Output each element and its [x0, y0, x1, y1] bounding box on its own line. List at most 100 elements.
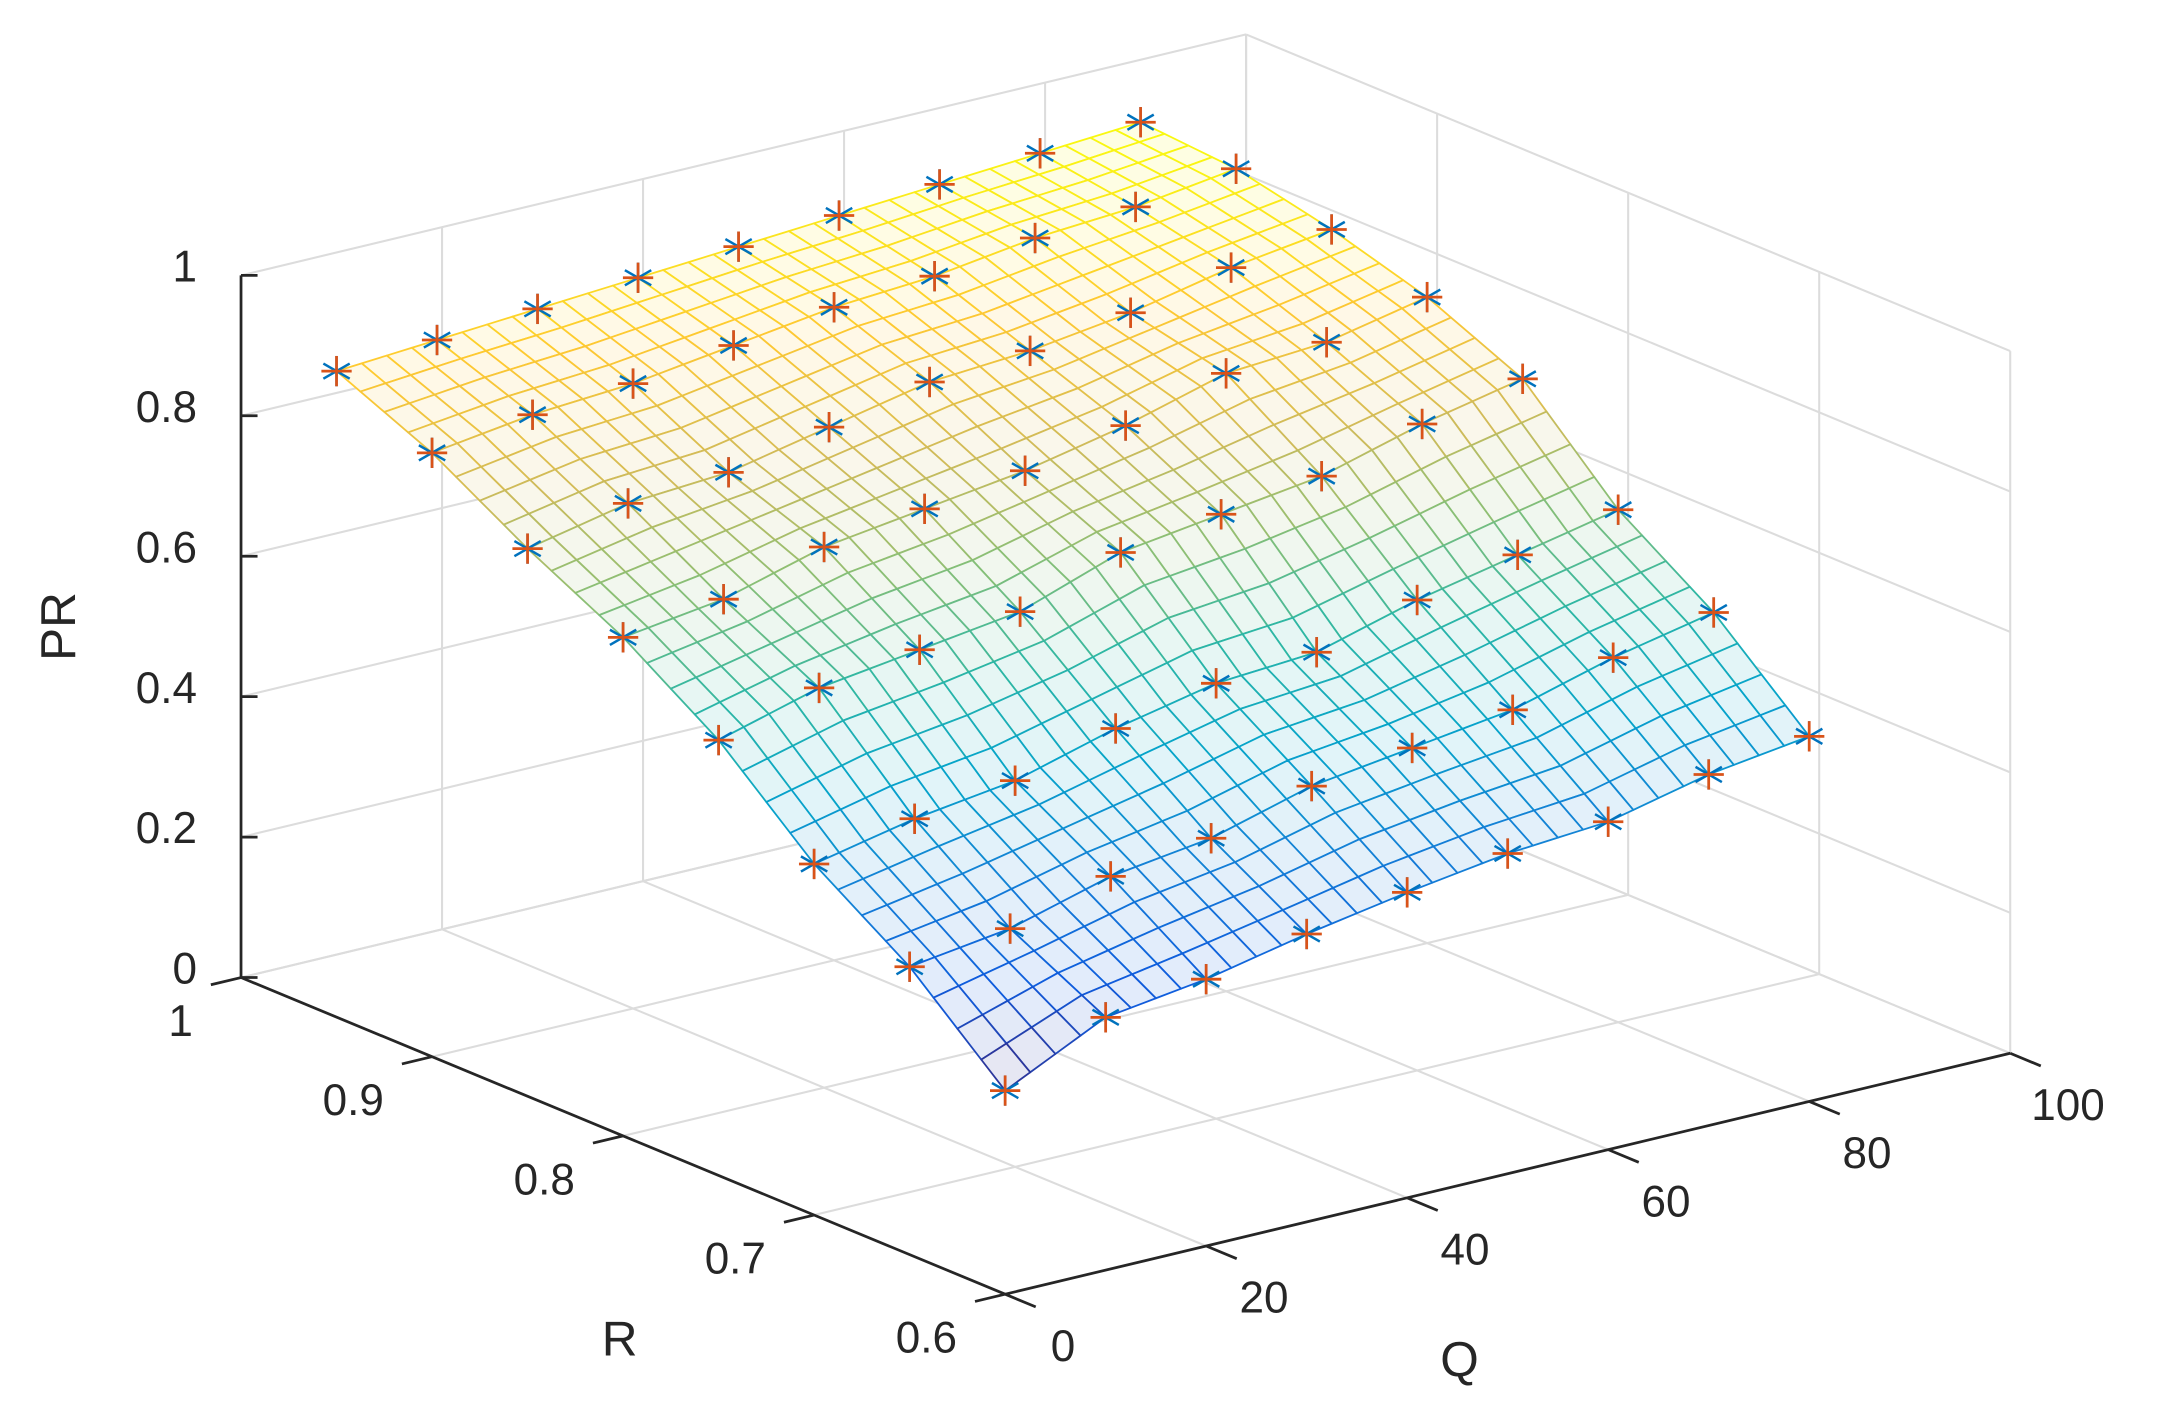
y-tick — [592, 1134, 624, 1145]
marker — [718, 330, 749, 361]
x-axis-label: Q — [1440, 1331, 1479, 1387]
marker — [1115, 297, 1146, 328]
marker — [1009, 455, 1041, 486]
marker — [1402, 584, 1433, 616]
y-tick-label: 1 — [168, 997, 192, 1046]
marker — [1014, 335, 1046, 367]
marker — [1693, 759, 1724, 790]
marker — [813, 412, 845, 443]
marker — [1095, 861, 1126, 892]
marker — [818, 292, 850, 323]
marker — [1593, 806, 1624, 837]
marker — [899, 803, 930, 834]
marker — [1210, 358, 1242, 389]
marker — [617, 368, 649, 399]
z-tick-label: 0.6 — [136, 523, 197, 572]
marker — [522, 293, 553, 325]
marker — [999, 765, 1031, 796]
marker — [994, 913, 1026, 944]
y-tick — [783, 1213, 815, 1224]
z-tick-label: 0.2 — [136, 804, 197, 853]
marker — [1120, 191, 1151, 223]
marker — [904, 634, 935, 665]
x-axis-line — [1004, 1051, 2011, 1296]
y-tick-label: 0.7 — [705, 1234, 766, 1283]
marker — [1100, 713, 1131, 744]
marker — [416, 437, 448, 468]
x-tick-label: 60 — [1642, 1177, 1691, 1226]
markers — [321, 107, 1825, 1106]
marker — [894, 951, 925, 982]
grid-line — [240, 33, 1247, 277]
marker — [1004, 596, 1036, 627]
marker — [1407, 408, 1438, 440]
marker — [1196, 823, 1227, 854]
marker — [321, 355, 352, 387]
marker — [1090, 1002, 1121, 1033]
y-tick — [401, 1055, 433, 1066]
y-tick-label: 0.8 — [514, 1155, 575, 1204]
x-tick-label: 80 — [1843, 1129, 1892, 1178]
marker — [990, 1075, 1021, 1106]
y-tick — [210, 976, 242, 987]
marker — [1110, 410, 1141, 441]
z-tick-label: 0.8 — [136, 383, 197, 432]
marker — [1507, 363, 1538, 394]
marker — [1392, 877, 1423, 908]
y-axis-line — [240, 976, 1006, 1296]
marker — [1698, 597, 1729, 628]
y-axis-label: R — [602, 1310, 638, 1366]
marker — [703, 724, 734, 756]
marker — [612, 488, 644, 519]
grid-line — [1245, 173, 2011, 493]
x-tick-label: 0 — [1051, 1322, 1076, 1371]
marker — [1019, 222, 1051, 254]
marker — [421, 324, 453, 356]
marker — [708, 584, 739, 615]
marker — [1598, 642, 1629, 673]
x-tick — [1004, 1292, 1037, 1309]
marker — [1411, 281, 1443, 313]
marker — [1502, 539, 1533, 570]
surface-patch — [980, 1042, 1032, 1092]
x-tick-label: 100 — [2031, 1081, 2104, 1130]
marker — [1316, 214, 1347, 245]
marker — [808, 531, 840, 563]
y-tick-label: 0.9 — [323, 1076, 384, 1125]
x-tick — [1808, 1100, 1841, 1116]
marker — [1497, 694, 1528, 725]
marker — [1301, 637, 1332, 668]
marker — [512, 533, 543, 564]
marker — [1125, 107, 1156, 138]
marker — [1603, 494, 1634, 525]
z-tick-label: 0 — [172, 945, 197, 994]
marker — [909, 493, 940, 525]
surface — [335, 121, 1811, 1092]
x-tick-label: 20 — [1239, 1274, 1288, 1323]
grid-line — [813, 973, 1820, 1217]
marker — [924, 169, 955, 200]
marker — [607, 622, 639, 653]
marker — [798, 848, 830, 880]
x-tick — [1205, 1244, 1238, 1260]
marker — [919, 261, 950, 292]
grid-line — [1245, 33, 2011, 353]
marker — [1492, 838, 1523, 869]
marker — [914, 366, 945, 398]
z-tick-label: 0.4 — [136, 664, 197, 713]
marker — [1296, 770, 1327, 802]
x-tick — [2009, 1051, 2042, 1068]
marker — [1215, 252, 1247, 283]
marker — [1397, 732, 1428, 764]
marker — [1201, 668, 1232, 699]
x-tick — [1607, 1148, 1640, 1164]
marker — [1105, 537, 1136, 568]
y-tick-label: 0.6 — [896, 1314, 957, 1363]
marker — [1306, 461, 1337, 492]
z-axis-label: PR — [30, 592, 86, 661]
marker — [1220, 153, 1252, 184]
marker — [1205, 499, 1237, 530]
marker — [1024, 138, 1056, 169]
marker — [1794, 721, 1825, 752]
